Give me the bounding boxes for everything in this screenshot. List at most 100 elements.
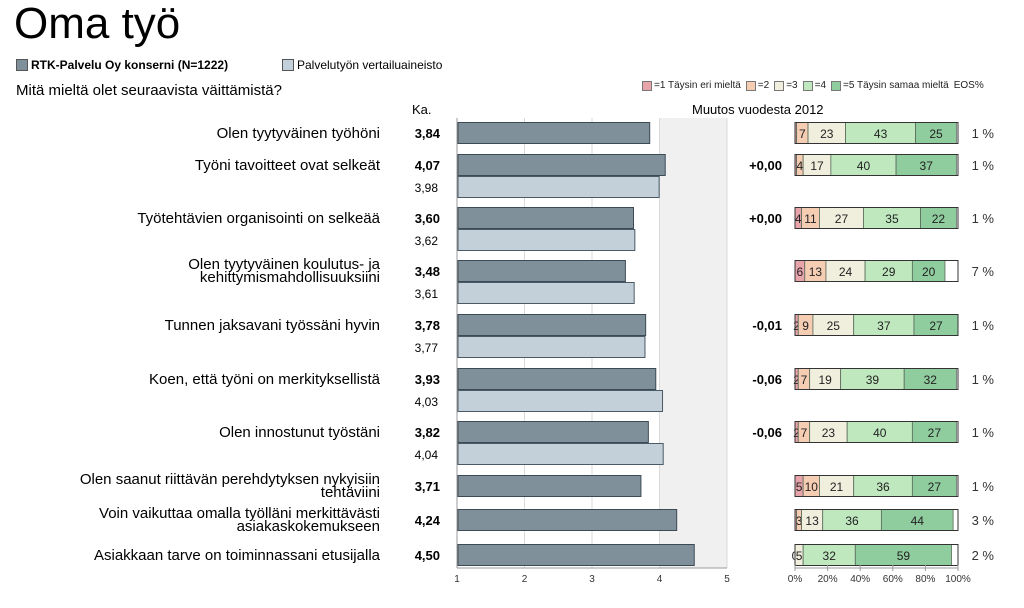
ref-value-label: 3,98 [415,181,439,195]
stacked-outline [794,314,959,336]
bar-series2 [457,282,635,304]
ref-value-label: 3,61 [415,287,439,301]
x-tick-label: 2 [522,574,528,585]
stacked-segment-label: 37 [877,319,891,333]
likert-swatch-1 [642,80,652,91]
likert-legend-label-1: =1 Täysin eri mieltä [654,80,741,91]
bar-series1 [457,207,634,229]
stacked-segment-label: 21 [830,480,844,494]
likert-legend-label-4: =4 [814,80,827,91]
stacked-segment-label: 23 [820,127,834,141]
stacked-segment-label: 7 [799,127,806,141]
mean-value-label: 3,78 [415,318,440,333]
stacked-segment-label: 27 [929,319,943,333]
legend-swatch-series2 [282,59,294,71]
likert-swatch-3 [774,80,785,91]
likert-legend-label-2: =2 [757,80,770,91]
stacked-segment-label: 32 [823,549,837,563]
change-header: Muutos vuodesta 2012 [692,102,824,117]
stacked-segment-label: 4 [797,159,804,173]
stacked-outline [794,207,959,229]
row-label: Asiakkaan tarve on toiminnassani etusija… [94,547,381,564]
stacked-segment-label: 7 [801,426,808,440]
likert-legend-4: =4 [802,80,827,91]
bar-series1 [457,314,647,336]
stacked-segment-label: 22 [932,212,946,226]
mean-value-label: 3,48 [415,264,440,279]
stacked-segment-label: 11 [804,212,817,226]
eos-value-label: 1 % [972,158,995,173]
x-tick-label: 1 [454,574,460,585]
likert-legend-5: =5 Täysin samaa mieltä [831,80,949,91]
eos-value-label: 1 % [972,372,995,387]
bar-series2 [457,229,636,251]
likert-legend: =1 Täysin eri mieltä =2 =3 =4 =5 Täysin … [642,80,989,91]
stacked-segment-label: 25 [929,127,943,141]
stacked-segment-label: 25 [827,319,841,333]
likert-legend-label-eos: EOS% [953,80,984,91]
stacked-segment-label: 6 [797,265,804,279]
x-tick-label: 3 [589,574,595,585]
mean-value-label: 3,71 [415,479,440,494]
likert-legend-label-5: =5 Täysin samaa mieltä [843,80,949,91]
bar-series1 [457,122,651,144]
stacked-segment-label: 35 [885,212,899,226]
eos-value-label: 3 % [972,513,995,528]
stacked-segment-label: 2 [793,319,800,333]
row-label: Olen saanut riittävän perehdytyksen nyky… [80,471,380,488]
row-label: kehittymismahdollisuuksiini [200,269,380,286]
stacked-segment-label: 43 [874,127,888,141]
stacked-segment-label: 23 [822,426,836,440]
bar-series2 [457,443,664,465]
stacked-segment-label: 59 [897,549,911,563]
legend-swatch-series1 [16,59,28,71]
ka-header: Ka. [412,102,432,117]
bar-series1 [457,544,695,566]
change-value-label: -0,06 [752,372,782,387]
legend-label-series2: Palvelutyön vertailuaineisto [297,58,443,72]
legend-series1: RTK-Palvelu Oy konserni (N=1222) [16,58,228,72]
stacked-tick-label: 60% [883,574,903,585]
change-value-label: -0,01 [752,318,782,333]
bar-series2 [457,176,660,198]
row-label: Olen innostunut työstäni [219,424,380,441]
stacked-segment-label: 20 [922,265,936,279]
stacked-segment-label: 36 [845,514,859,528]
likert-swatch-4 [802,80,813,91]
row-label: tehtäviini [321,484,380,501]
change-value-label: -0,06 [752,425,782,440]
stacked-segment-label: 4 [795,212,802,226]
stacked-segment-label: 7 [801,373,808,387]
stacked-segment-label: 5 [796,480,803,494]
stacked-segment-label: 36 [876,480,890,494]
row-label: Olen tyytyväinen työhöni [217,125,380,142]
likert-legend-1: =1 Täysin eri mieltä [642,80,741,91]
mean-value-label: 3,82 [415,425,440,440]
stacked-segment-label: 27 [928,480,942,494]
stacked-outline [794,509,959,531]
stacked-segment-label: 2 [793,373,800,387]
stacked-tick-label: 80% [915,574,935,585]
row-label: Työni tavoitteet ovat selkeät [195,157,381,174]
bar-series1 [457,421,649,443]
stacked-tick-label: 40% [850,574,870,585]
change-value-label: +0,00 [749,211,782,226]
stacked-outline [794,421,959,443]
question-text: Mitä mieltä olet seuraavista väittämistä… [16,82,282,99]
stacked-segment-label: 44 [911,514,925,528]
row-label: Olen tyytyväinen koulutus- ja [188,256,380,273]
stacked-segment-label: 27 [928,426,942,440]
ref-value-label: 3,62 [415,234,439,248]
stacked-segment-label: 3 [796,514,803,528]
x-tick-label: 5 [724,574,730,585]
row-label: Työtehtävien organisointi on selkeää [137,210,380,227]
row-label: Voin vaikuttaa omalla työlläni merkittäv… [99,505,380,522]
change-value-label: +0,00 [749,158,782,173]
likert-legend-label-3: =3 [786,80,798,91]
legend-series2: Palvelutyön vertailuaineisto [282,58,442,72]
ref-value-label: 4,04 [415,448,439,462]
bar-series1 [457,509,678,531]
eos-value-label: 1 % [972,126,995,141]
ref-value-label: 3,77 [415,341,439,355]
